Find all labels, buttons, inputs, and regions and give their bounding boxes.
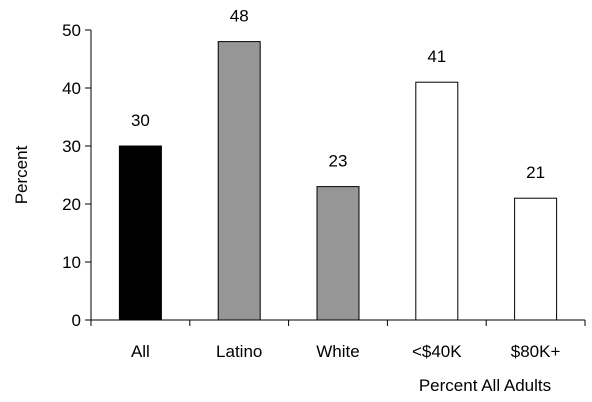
y-tick-label: 20 [62, 195, 81, 214]
y-tick-label: 40 [62, 79, 81, 98]
bar-value-label: 48 [230, 7, 249, 26]
bar-value-label: 21 [526, 163, 545, 182]
y-tick-label: 50 [62, 21, 81, 40]
category-label: <$40K [412, 342, 462, 361]
category-label: $80K+ [511, 342, 561, 361]
bar-2 [316, 186, 360, 321]
y-tick-label: 0 [72, 311, 81, 330]
bar-3 [415, 81, 459, 321]
bar-value-label: 23 [329, 152, 348, 171]
category-labels-group: All Latino White <$40K $80K+ [131, 342, 561, 361]
x-axis-title: Percent All Adults [419, 376, 551, 395]
bar-value-label: 41 [427, 47, 446, 66]
category-label: White [316, 342, 359, 361]
category-label: Latino [216, 342, 262, 361]
bars-group [118, 41, 558, 321]
y-ticks-group: 0 10 20 30 40 50 [62, 21, 91, 330]
bar-4 [514, 197, 558, 321]
value-labels-group: 30 48 23 41 21 [131, 7, 545, 183]
x-ticks-group [90, 320, 586, 326]
bar-value-label: 30 [131, 111, 150, 130]
y-axis-title: Percent [12, 145, 31, 204]
category-label: All [131, 342, 150, 361]
y-tick-label: 30 [62, 137, 81, 156]
bar-1 [217, 41, 261, 321]
bar-0 [118, 145, 162, 321]
y-tick-label: 10 [62, 253, 81, 272]
